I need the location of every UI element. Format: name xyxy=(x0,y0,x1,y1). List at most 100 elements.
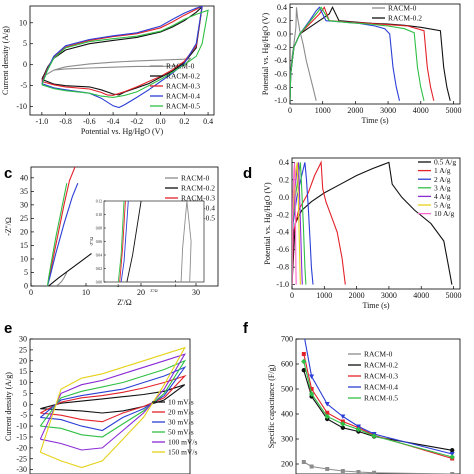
legend-label-f: RACM-0.3 xyxy=(364,372,398,381)
plot-frame-c xyxy=(30,166,219,287)
series-line-f xyxy=(303,353,453,460)
data-point-f xyxy=(340,469,345,473)
panel-letter-d: d xyxy=(243,165,252,182)
y-tick-label-b: 0.2 xyxy=(277,16,287,25)
y-tick-label-b: 0.4 xyxy=(277,3,287,12)
y-tick-label-c: 40 xyxy=(20,173,28,182)
y-axis-label-e: Current density (A/g) xyxy=(4,372,13,441)
inset-series-line xyxy=(180,200,192,283)
inset-c: 0.00 0.02 0.04 0.06 0.08 0.10 0.12 2 4 Z'/Ω -Z''/Ω xyxy=(89,200,205,293)
data-point-f xyxy=(301,358,307,365)
legend-label-f: RACM-0.2 xyxy=(364,361,398,370)
x-tick-label-d: 1000 xyxy=(316,291,332,300)
inset-series-line xyxy=(119,200,126,283)
x-tick-label-b: 3000 xyxy=(380,106,396,115)
legend-label-e: 150 mV/s xyxy=(168,448,197,457)
legend-label-d: 1 A/g xyxy=(434,166,451,175)
x-tick-label-d: 2000 xyxy=(349,291,365,300)
legend-label-d: 4 A/g xyxy=(434,192,451,201)
y-tick-label-f: 600 xyxy=(281,360,293,369)
y-tick-label-d: -1.0 xyxy=(276,280,289,289)
x-tick-label-d: 5000 xyxy=(446,291,462,300)
data-point-f xyxy=(325,467,330,471)
x-tick-label-b: 0 xyxy=(288,106,292,115)
y-tick-label-e: -25 xyxy=(16,454,27,463)
series-line-c xyxy=(55,272,68,286)
series-line-e xyxy=(39,359,187,438)
y-tick-label-c: 30 xyxy=(20,200,28,209)
data-point-f xyxy=(308,391,315,397)
inset-y-tick-label: 0.04 xyxy=(96,254,102,258)
legend-label-c: RACM-0 xyxy=(181,174,210,183)
series-line-b xyxy=(290,7,317,101)
y-tick-label-c: 0 xyxy=(24,282,28,291)
series-line-a xyxy=(41,57,192,78)
series-line-d xyxy=(292,162,297,285)
series-line-a xyxy=(41,6,203,109)
series-line-e xyxy=(39,346,186,469)
inset-series-line xyxy=(120,200,129,283)
inset-y-tick-label: 0.12 xyxy=(96,200,102,204)
y-tick-label-d: -0.6 xyxy=(276,245,289,254)
y-axis-label-c: -Z''/Ω xyxy=(4,217,13,236)
legend-label-a: RACM-0.4 xyxy=(166,92,200,101)
y-tick-label-e: -30 xyxy=(16,465,27,474)
y-axis-label-a: Current density (A/g) xyxy=(1,26,10,95)
data-point-f xyxy=(340,421,346,427)
y-tick-label-e: -5 xyxy=(20,411,27,420)
series-line-a xyxy=(41,6,203,96)
y-tick-label-b: 0.0 xyxy=(277,30,287,39)
legend-label-e: 100 mV/s xyxy=(168,438,197,447)
y-tick-label-e: 0 xyxy=(23,400,27,409)
legend-label-d: 0.5 A/g xyxy=(434,158,456,167)
x-axis-label-d: Time (s) xyxy=(362,301,389,310)
data-point-f xyxy=(372,470,377,474)
series-line-e xyxy=(40,384,186,414)
y-tick-label-c: 15 xyxy=(20,241,28,250)
legend-label-d: 3 A/g xyxy=(434,183,451,192)
series-group-c xyxy=(46,167,92,286)
x-tick-label-c: 10 xyxy=(82,288,90,297)
y-tick-label-f: 700 xyxy=(281,335,293,344)
panel-b: -1.0 -0.8 -0.6 -0.4 -0.2 0.0 0.2 0.4 0 1000 2000 30… xyxy=(261,3,461,125)
series-group-d xyxy=(292,160,453,285)
data-point-f xyxy=(449,448,455,453)
legend-label-c: RACM-0.2 xyxy=(181,184,215,193)
data-point-f xyxy=(301,332,306,337)
y-tick-label-f: 500 xyxy=(281,385,293,394)
data-point-f xyxy=(301,460,306,464)
panel-letter-c: c xyxy=(4,165,12,182)
x-tick-label-a: -0.2 xyxy=(131,117,144,126)
data-point-f xyxy=(309,464,314,469)
y-tick-label-e: 10 xyxy=(19,378,27,387)
inset-y-tick-label: 0.10 xyxy=(96,213,102,217)
y-tick-label-e: -15 xyxy=(16,432,27,441)
data-point-f xyxy=(325,410,330,415)
x-axis-label-c: Z'/Ω xyxy=(117,298,132,307)
y-tick-label-b: -0.4 xyxy=(274,56,287,65)
y-tick-label-a: -5 xyxy=(20,81,27,90)
y-axis-label-b: Potential vs. Hg/HgO (V) xyxy=(261,13,270,96)
y-tick-label-d: 0.2 xyxy=(279,175,289,184)
legend-label-b: RACM-0.2 xyxy=(388,14,422,23)
y-tick-label-f: 300 xyxy=(281,435,293,444)
series-line-e xyxy=(39,353,187,451)
inset-y-tick-label: 0.08 xyxy=(96,227,102,231)
x-tick-label-d: 0 xyxy=(290,291,294,300)
legend-label-e: 20 mV/s xyxy=(168,408,194,417)
series-line-c xyxy=(48,253,92,286)
y-tick-label-c: 35 xyxy=(20,187,28,196)
x-tick-label-a: 0.4 xyxy=(203,117,213,126)
data-point-f xyxy=(355,424,361,429)
y-tick-label-d: -0.8 xyxy=(276,263,289,272)
y-tick-label-d: 0.4 xyxy=(279,158,289,167)
x-tick-label-a: -1.0 xyxy=(36,117,49,126)
y-tick-label-b: -0.8 xyxy=(274,83,287,92)
data-point-f xyxy=(340,414,346,419)
series-line-c xyxy=(46,182,79,286)
series-line-a xyxy=(41,9,209,98)
x-tick-label-a: 0.2 xyxy=(179,117,189,126)
data-point-f xyxy=(449,452,455,457)
y-tick-label-a: 10 xyxy=(19,18,27,27)
